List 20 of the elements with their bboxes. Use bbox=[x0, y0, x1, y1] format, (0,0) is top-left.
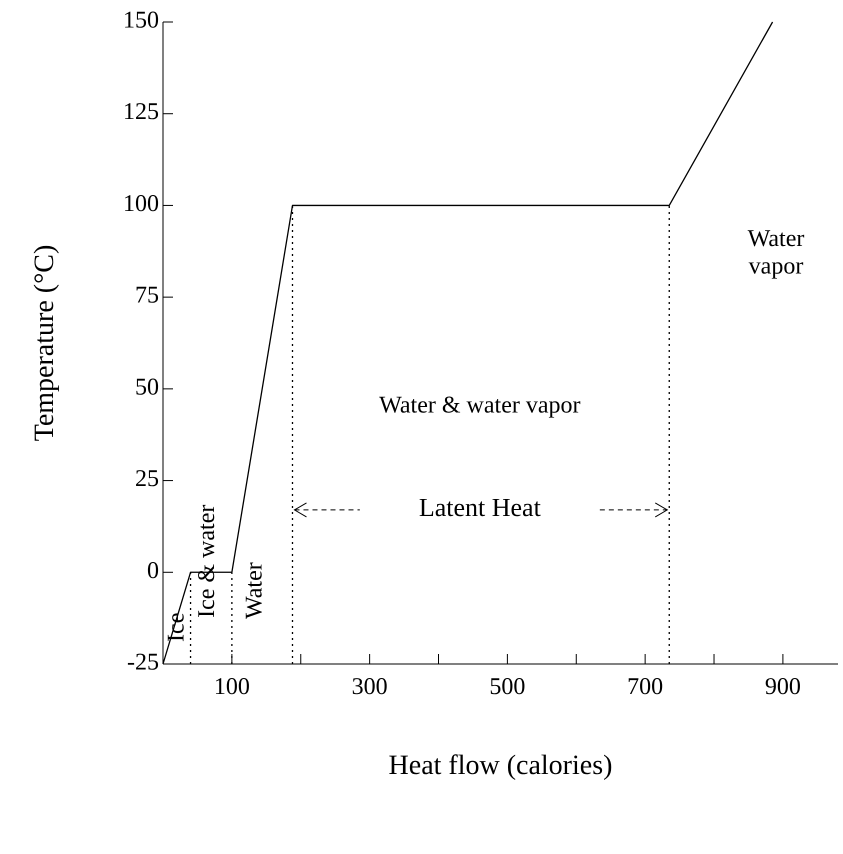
x-axis-title: Heat flow (calories) bbox=[388, 750, 612, 781]
y-axis-title: Temperature (°C) bbox=[29, 244, 60, 442]
y-tick-label: 0 bbox=[147, 558, 159, 584]
x-tick-label: 700 bbox=[627, 674, 664, 700]
x-tick-label: 500 bbox=[489, 674, 526, 700]
annotation: Latent Heat bbox=[418, 492, 542, 522]
x-tick-label: 900 bbox=[764, 674, 801, 700]
annotation: Ice & water bbox=[194, 504, 220, 618]
annotation: Water & water vapor bbox=[379, 392, 580, 419]
y-tick-label: 50 bbox=[135, 374, 159, 400]
y-tick-label: 75 bbox=[135, 282, 159, 309]
y-tick-label: 125 bbox=[123, 99, 159, 126]
y-tick-label: 150 bbox=[123, 8, 159, 34]
annotation: Water bbox=[241, 562, 268, 619]
annotation: Water vapor bbox=[748, 226, 804, 280]
y-tick-label: 100 bbox=[123, 190, 159, 217]
x-tick-label: 100 bbox=[214, 674, 250, 700]
x-tick-label: 300 bbox=[352, 674, 388, 700]
y-tick-label: 25 bbox=[135, 466, 159, 492]
y-tick-label: -25 bbox=[127, 650, 159, 676]
